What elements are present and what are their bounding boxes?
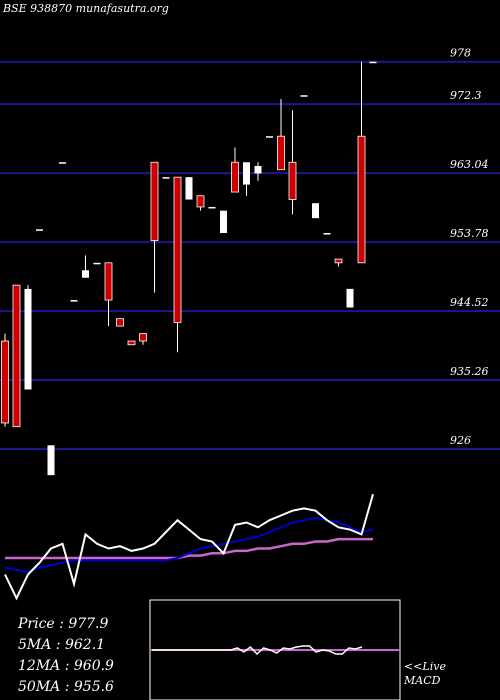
candle-body-4 [47,445,55,476]
candle-body-28 [323,233,331,235]
candle-body-25 [288,161,297,200]
candle-body-17 [196,195,205,208]
candle-body-20 [231,161,239,193]
macd-live-label: <<Live [404,660,446,673]
y-tick-label-3: 953.78 [450,227,489,240]
candle-body-16 [185,177,193,200]
y-tick-label-0: 978 [450,47,471,60]
candle-body-2 [24,288,32,390]
candle-body-32 [369,61,377,64]
candle-body-9 [104,262,113,301]
candle-body-7 [82,270,89,278]
candle-body-6 [70,300,78,302]
ma5-stat: 5MA : 962.1 [18,637,106,653]
chart-header: BSE 938870 munafasutra.org [3,2,169,15]
ma50-stat: 50MA : 955.6 [18,679,114,695]
y-tick-label-4: 944.52 [450,296,489,309]
candle-body-27 [312,203,319,219]
candles [1,61,377,476]
candle-body-19 [220,210,227,234]
candle-body-13 [150,161,159,241]
candle-body-10 [116,318,124,327]
candle-body-14 [162,177,170,179]
candle-body-18 [208,206,216,209]
candle-body-8 [93,262,101,265]
candle-body-0 [1,340,9,424]
y-tick-label-1: 972.3 [450,89,482,102]
y-tick-label-6: 926 [450,434,471,447]
candle-body-1 [12,284,21,428]
ma12-stat: 12MA : 960.9 [18,658,114,674]
candle-body-24 [277,135,285,171]
price-grid: 978 972.3 963.04 953.78 944.52 935.26 926 [0,47,500,451]
candle-body-23 [266,136,273,138]
candle-body-12 [139,333,147,342]
macd-panel [149,599,401,700]
ma-slow-line [5,537,373,560]
indicator-panel [4,493,374,601]
candle-body-29 [334,258,343,264]
y-tick-label-5: 935.26 [450,365,489,378]
candle-body-15 [173,176,182,323]
macd-label: MACD [404,674,441,687]
price-stat: Price : 977.9 [18,616,109,632]
candle-body-26 [300,95,308,97]
candle-body-22 [254,165,262,174]
candle-body-11 [127,340,136,346]
candle-body-31 [357,135,366,264]
candle-body-5 [59,162,66,164]
candle-body-3 [36,229,43,231]
ma-fast-line [4,493,374,601]
candle-body-21 [243,162,250,185]
candle-body-30 [346,288,354,308]
macd-line [152,645,363,656]
y-tick-label-2: 963.04 [450,158,489,171]
ma-mid-line [4,516,374,574]
